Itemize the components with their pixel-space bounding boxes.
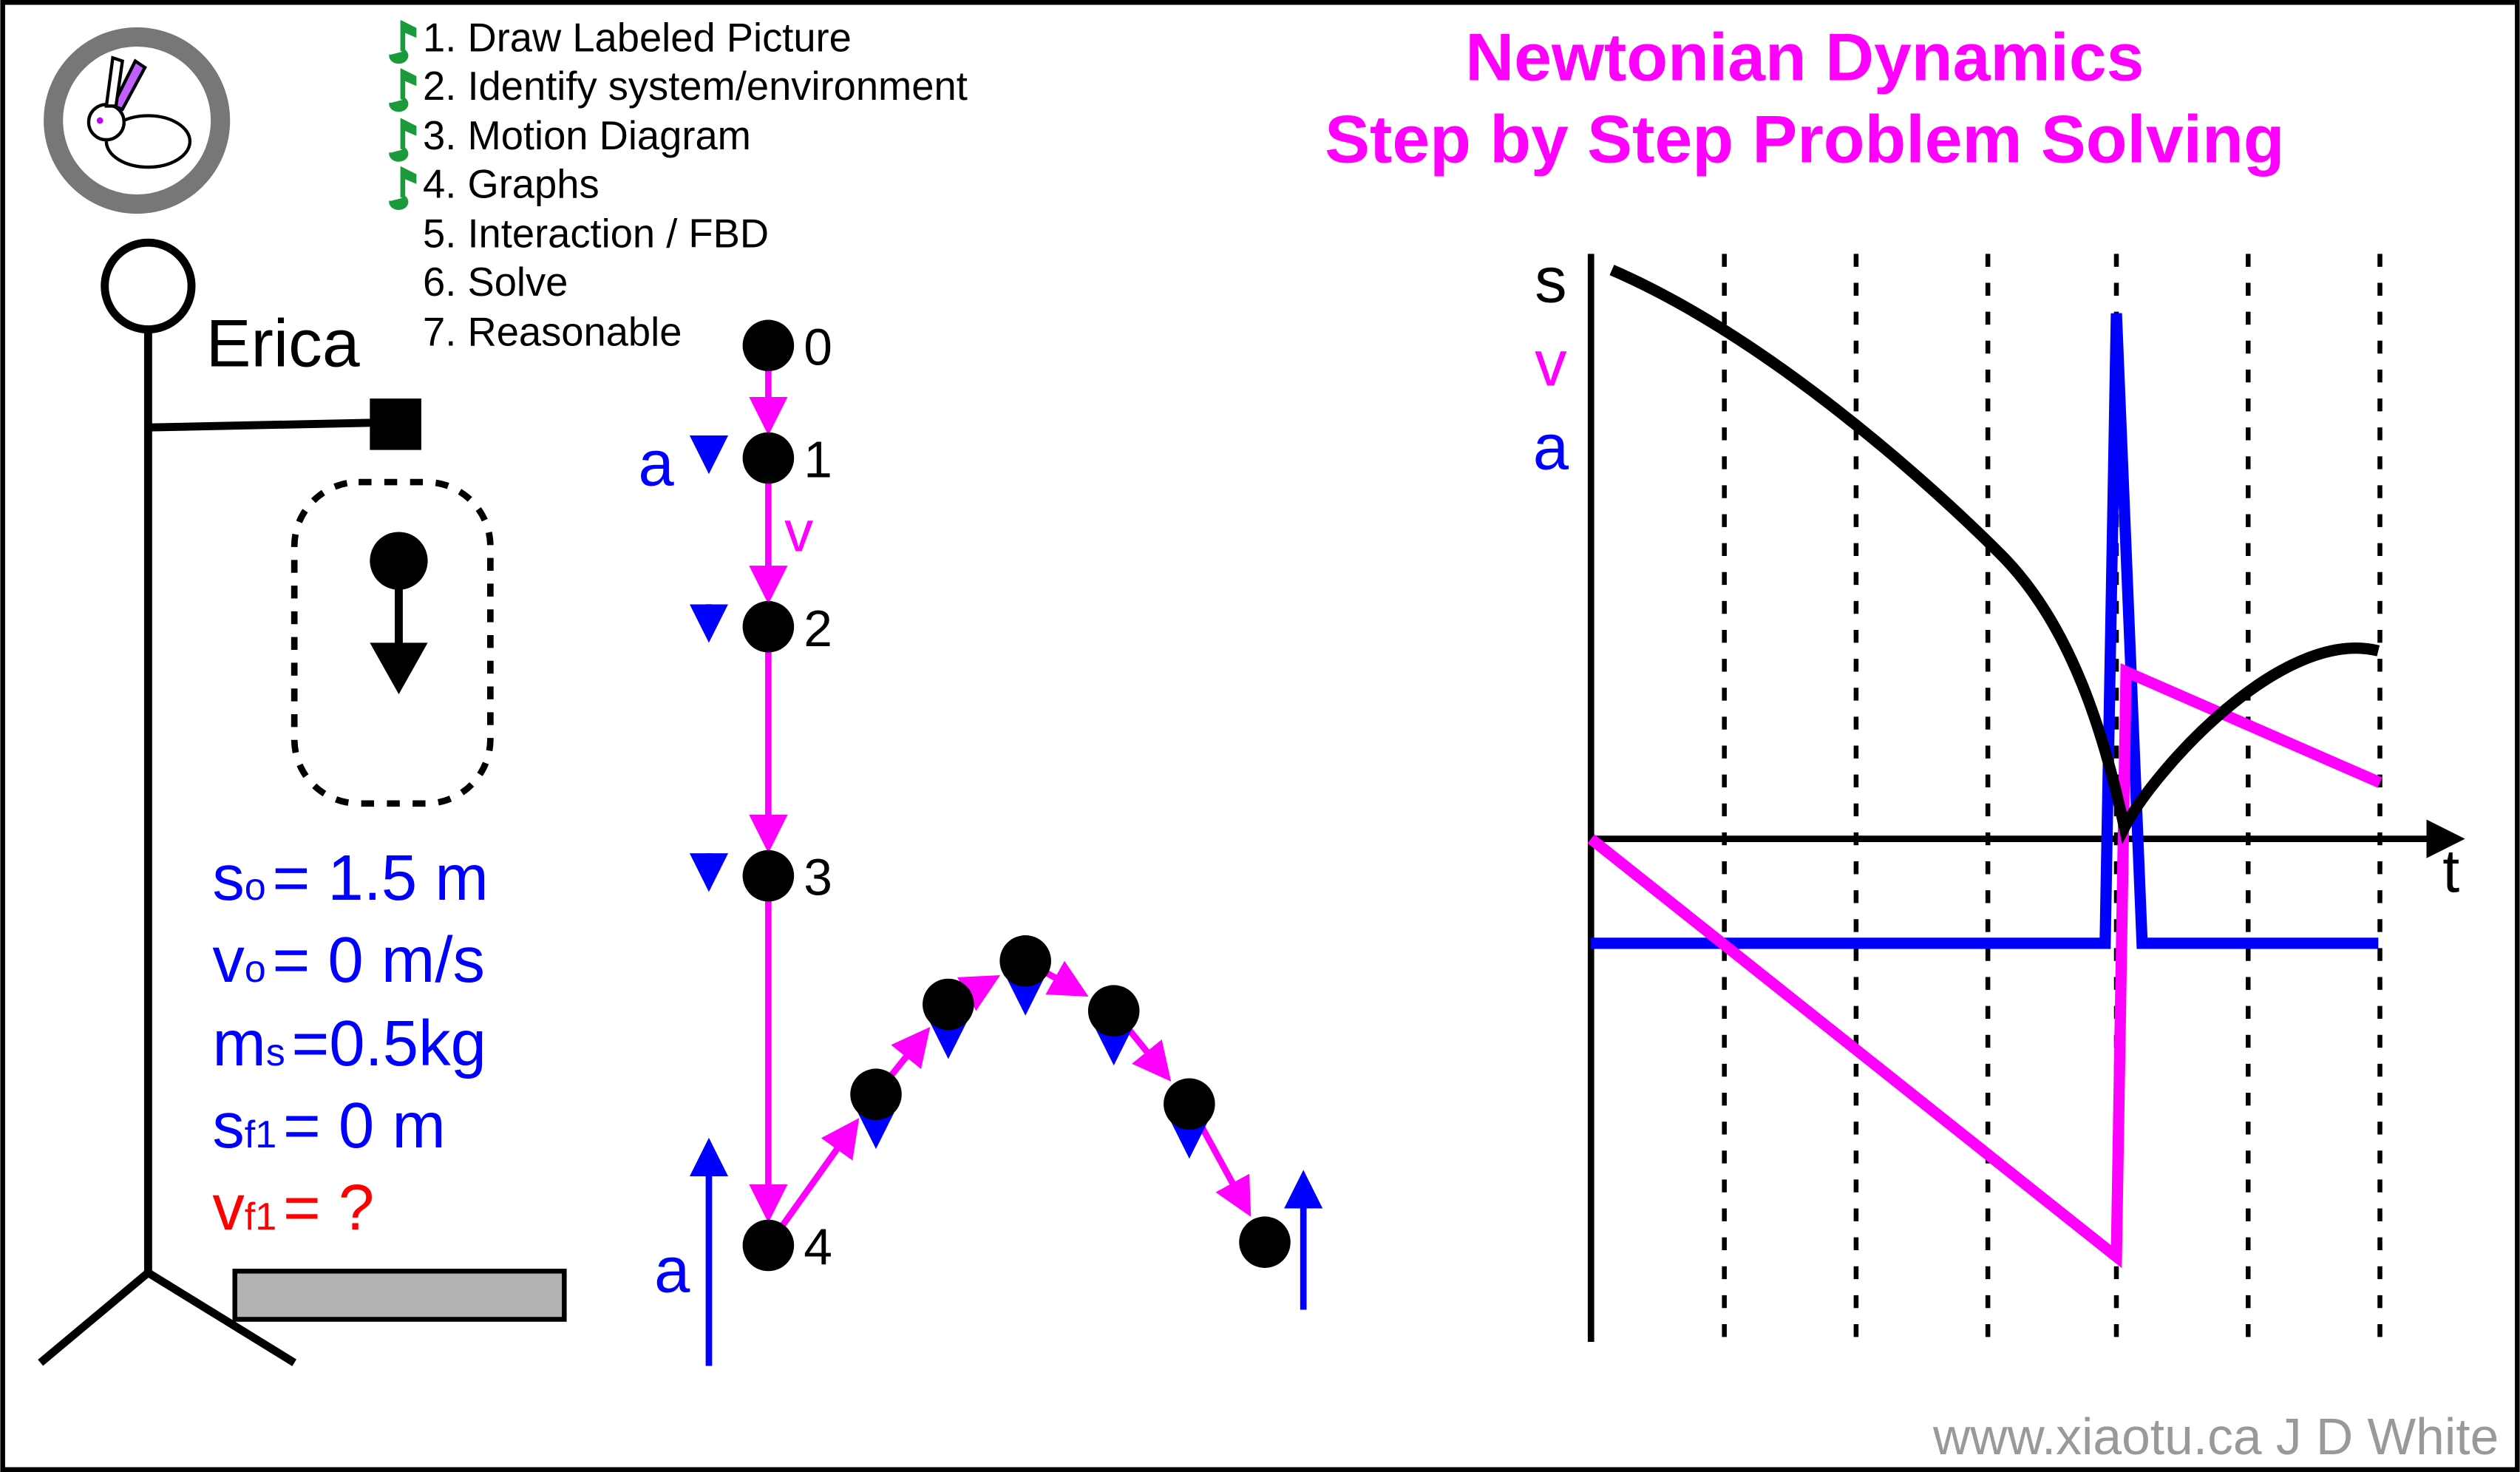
given-symbol: s bbox=[212, 1090, 244, 1161]
given-rest: = ? bbox=[283, 1172, 374, 1244]
given: vf1 = ? bbox=[212, 1172, 374, 1244]
position-dot bbox=[1164, 1078, 1215, 1130]
given-subscript: o bbox=[245, 866, 266, 909]
velocity-label: v bbox=[784, 499, 813, 564]
position-dot bbox=[1087, 985, 1140, 1037]
step: 3. Motion Diagram bbox=[423, 113, 751, 158]
position-dot bbox=[742, 1219, 795, 1272]
accel-label: a bbox=[638, 427, 674, 499]
x-axis-label: t bbox=[2442, 836, 2459, 905]
position-dot bbox=[742, 600, 795, 653]
given-subscript: f1 bbox=[245, 1113, 277, 1156]
graph: t sva bbox=[1533, 245, 2465, 1342]
graph-label: a bbox=[1533, 412, 1569, 484]
given-subscript: f1 bbox=[245, 1195, 277, 1238]
step: 2. Identify system/environment bbox=[423, 64, 968, 109]
ball bbox=[370, 532, 428, 590]
given: ms =0.5kg bbox=[212, 1008, 486, 1079]
position-label: 1 bbox=[804, 431, 832, 489]
given: so = 1.5 m bbox=[212, 842, 489, 914]
ball-arrowhead bbox=[370, 642, 428, 694]
given-subscript: o bbox=[245, 948, 266, 991]
system-boundary bbox=[291, 478, 494, 807]
step: 6. Solve bbox=[423, 260, 568, 305]
stick-figure bbox=[38, 238, 378, 1366]
graph-label: v bbox=[1535, 328, 1567, 400]
title: Step by Step Problem Solving bbox=[1325, 102, 2284, 177]
position-dot bbox=[742, 849, 795, 902]
music-note bbox=[389, 166, 417, 210]
step: 5. Interaction / FBD bbox=[423, 211, 769, 257]
given-rest: =0.5kg bbox=[292, 1008, 486, 1079]
hand-block bbox=[370, 398, 421, 450]
title: Newtonian Dynamics bbox=[1465, 20, 2144, 95]
position-dot bbox=[999, 935, 1051, 987]
music-note bbox=[389, 118, 417, 162]
arrow bbox=[775, 1118, 860, 1235]
position-label: 4 bbox=[804, 1218, 832, 1276]
position-dot bbox=[850, 1068, 902, 1120]
position-label: 2 bbox=[804, 600, 832, 657]
given-symbol: s bbox=[212, 842, 244, 914]
graph-label: s bbox=[1535, 245, 1566, 316]
arrow bbox=[883, 1026, 931, 1084]
position-dot bbox=[1239, 1216, 1291, 1268]
floor-block bbox=[232, 1269, 567, 1322]
person-name: Erica bbox=[206, 306, 360, 381]
given-subscript: s bbox=[266, 1031, 285, 1074]
position-label: 0 bbox=[804, 318, 832, 376]
given-symbol: v bbox=[212, 924, 245, 996]
accel-label: a bbox=[654, 1235, 690, 1306]
given: sf1 = 0 m bbox=[212, 1090, 446, 1161]
step: 1. Draw Labeled Picture bbox=[423, 16, 852, 61]
step: 7. Reasonable bbox=[423, 309, 682, 354]
footer: www.xiaotu.ca J D White bbox=[1932, 1408, 2499, 1465]
given-symbol: v bbox=[212, 1172, 245, 1244]
step: 4. Graphs bbox=[423, 161, 600, 206]
given: vo = 0 m/s bbox=[212, 924, 485, 996]
given-rest: = 0 m bbox=[283, 1090, 446, 1161]
music-note bbox=[389, 68, 417, 112]
music-note bbox=[389, 19, 417, 64]
given-symbol: m bbox=[212, 1008, 265, 1079]
position-dot bbox=[742, 319, 795, 372]
position-dot bbox=[742, 432, 795, 484]
given-rest: = 1.5 m bbox=[273, 842, 489, 914]
given-rest: = 0 m/s bbox=[273, 924, 485, 996]
logo bbox=[44, 27, 231, 214]
position-label: 3 bbox=[804, 849, 832, 906]
position-dot bbox=[923, 978, 974, 1031]
